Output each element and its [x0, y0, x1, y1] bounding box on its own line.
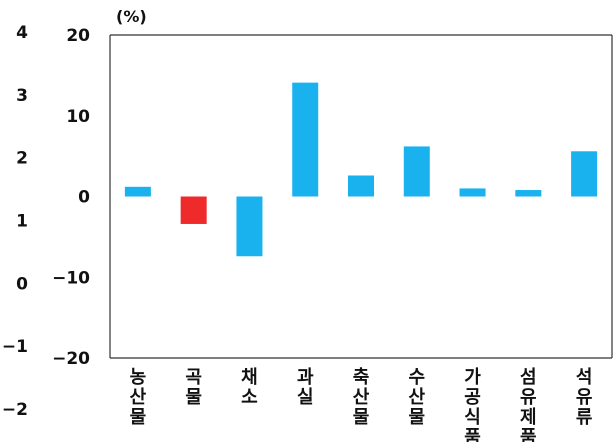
x-axis-labels: 농 산 물 곡 물 채 소 과 실 축 산 물 수 산 물 가 공 식 품 섬 유 제 품 석 유 류 [130, 367, 593, 442]
secondary-y-tick-label: 2 [16, 149, 28, 169]
y-tick-label: 10 [66, 107, 90, 127]
y-axis-ticks: 20 10 0 −10 −20 [52, 26, 90, 369]
secondary-y-axis-ticks: 4 3 2 1 0 −1 −2 [2, 23, 28, 420]
secondary-y-tick-label: −2 [2, 400, 28, 420]
secondary-y-tick-label: 0 [16, 274, 28, 294]
y-tick-label: 0 [78, 188, 90, 208]
y-tick-label: 20 [66, 26, 90, 46]
bar [236, 196, 263, 257]
bar [515, 190, 542, 197]
bar [403, 146, 430, 197]
y-tick-label: −10 [52, 268, 90, 288]
bar [124, 186, 151, 197]
secondary-y-tick-label: −1 [2, 337, 28, 357]
bars [124, 82, 598, 257]
bar [348, 175, 374, 197]
bar [571, 151, 598, 197]
bar [292, 82, 319, 197]
secondary-y-tick-label: 4 [16, 23, 28, 43]
secondary-y-tick-label: 3 [16, 86, 28, 106]
secondary-y-tick-label: 1 [16, 212, 28, 232]
bar [180, 196, 207, 224]
y-tick-label: −20 [52, 349, 90, 369]
bar [459, 188, 486, 197]
unit-label: (%) [116, 7, 147, 26]
